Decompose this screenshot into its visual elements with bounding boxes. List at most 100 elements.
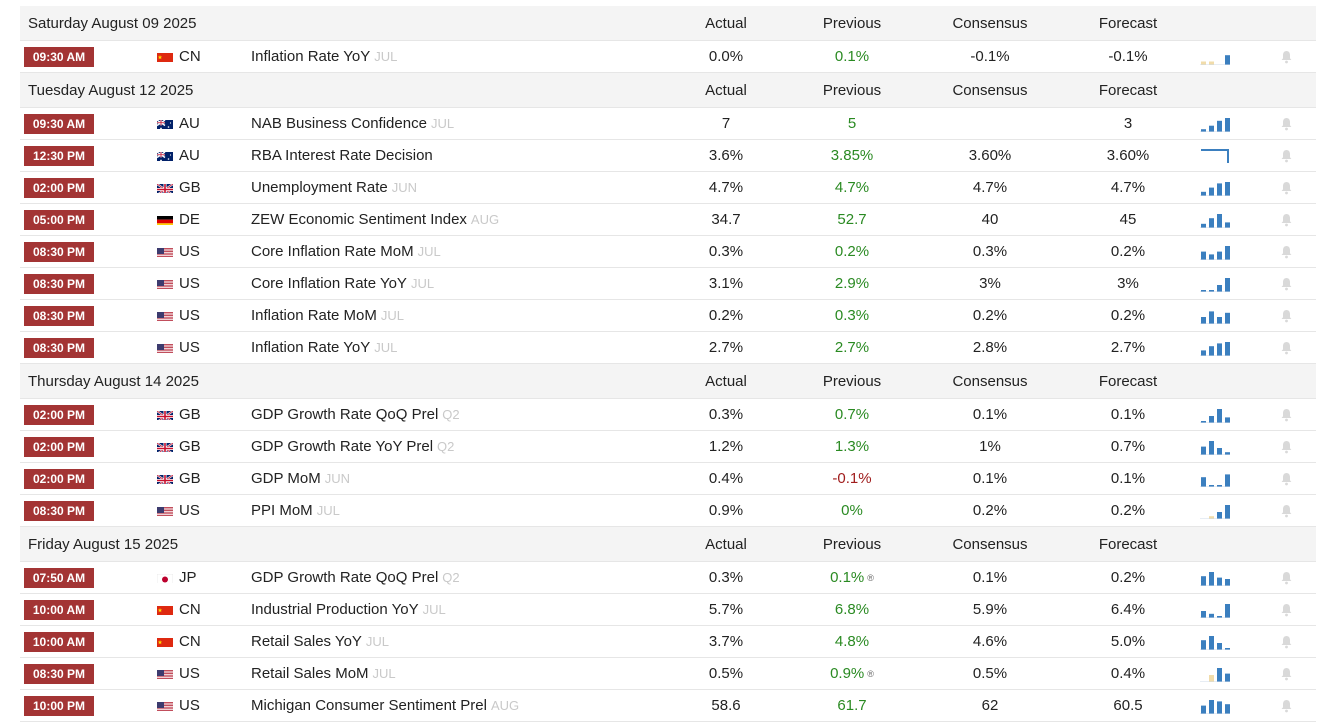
event-name[interactable]: RBA Interest Rate Decision xyxy=(251,147,433,164)
event-row[interactable]: 05:00 PM DE ZEW Economic Sentiment Index… xyxy=(20,204,1316,236)
event-name-cell[interactable]: PPI MoM JUL xyxy=(251,495,340,526)
event-name-cell[interactable]: GDP Growth Rate YoY Prel Q2 xyxy=(251,431,454,462)
bell-icon[interactable] xyxy=(1280,463,1296,494)
bell-icon[interactable] xyxy=(1280,41,1296,72)
event-name[interactable]: Inflation Rate MoM xyxy=(251,307,377,324)
event-name[interactable]: Core Inflation Rate YoY xyxy=(251,275,407,292)
spark-bar xyxy=(1217,120,1222,132)
event-name[interactable]: NAB Business Confidence xyxy=(251,115,427,132)
bell-icon[interactable] xyxy=(1280,626,1296,657)
event-name[interactable]: GDP Growth Rate QoQ Prel xyxy=(251,406,439,423)
event-row[interactable]: 02:00 PM GB GDP Growth Rate QoQ Prel Q2 0… xyxy=(20,399,1316,431)
spark-bar xyxy=(1225,703,1230,714)
event-row[interactable]: 02:00 PM GB Unemployment Rate JUN 4.7% 4.… xyxy=(20,172,1316,204)
event-row[interactable]: 02:00 PM GB GDP Growth Rate YoY Prel Q2 1… xyxy=(20,431,1316,463)
event-name[interactable]: Core Inflation Rate MoM xyxy=(251,243,414,260)
bell-icon[interactable] xyxy=(1280,431,1296,462)
sparkline-chart[interactable] xyxy=(1200,399,1234,430)
event-name-cell[interactable]: Retail Sales YoY JUL xyxy=(251,626,389,657)
event-name-cell[interactable]: ZEW Economic Sentiment Index AUG xyxy=(251,204,499,235)
event-name-cell[interactable]: Michigan Consumer Sentiment Prel AUG xyxy=(251,690,519,721)
event-name[interactable]: Inflation Rate YoY xyxy=(251,339,371,356)
event-name[interactable]: Retail Sales YoY xyxy=(251,633,362,650)
sparkline-chart[interactable] xyxy=(1200,332,1234,363)
event-row[interactable]: 08:30 PM US Core Inflation Rate MoM JUL 0… xyxy=(20,236,1316,268)
bell-icon[interactable] xyxy=(1280,562,1296,593)
sparkline-chart[interactable] xyxy=(1200,658,1234,689)
country-cell: US xyxy=(157,268,200,299)
event-name-cell[interactable]: RBA Interest Rate Decision xyxy=(251,140,433,171)
flag-icon xyxy=(157,182,173,193)
sparkline-chart[interactable] xyxy=(1200,495,1234,526)
event-row[interactable]: 08:30 PM US Inflation Rate MoM JUL 0.2% 0… xyxy=(20,300,1316,332)
bell-icon[interactable] xyxy=(1280,236,1296,267)
event-row[interactable]: 08:30 PM US PPI MoM JUL 0.9% 0% 0.2% 0.2% xyxy=(20,495,1316,527)
event-name-cell[interactable]: NAB Business Confidence JUL xyxy=(251,108,454,139)
bell-icon[interactable] xyxy=(1280,594,1296,625)
date-header: Saturday August 09 2025 Actual Previous … xyxy=(20,6,1316,41)
sparkline-chart[interactable] xyxy=(1200,690,1234,721)
bell-icon[interactable] xyxy=(1280,399,1296,430)
sparkline-chart[interactable] xyxy=(1200,626,1234,657)
event-name-cell[interactable]: GDP MoM JUN xyxy=(251,463,350,494)
bell-icon[interactable] xyxy=(1280,300,1296,331)
event-row[interactable]: 07:50 AM JP GDP Growth Rate QoQ Prel Q2 0… xyxy=(20,562,1316,594)
sparkline-chart[interactable] xyxy=(1200,108,1234,139)
event-row[interactable]: 10:00 AM CN Retail Sales YoY JUL 3.7% 4.8… xyxy=(20,626,1316,658)
actual-value: 5.7% xyxy=(708,601,744,618)
event-name[interactable]: GDP Growth Rate YoY Prel xyxy=(251,438,434,455)
event-name-cell[interactable]: Inflation Rate MoM JUL xyxy=(251,300,404,331)
sparkline-chart[interactable] xyxy=(1200,204,1234,235)
event-name[interactable]: Michigan Consumer Sentiment Prel xyxy=(251,697,487,714)
event-name[interactable]: PPI MoM xyxy=(251,502,313,519)
bell-icon[interactable] xyxy=(1280,268,1296,299)
sparkline-chart[interactable] xyxy=(1200,172,1234,203)
bell-icon[interactable] xyxy=(1280,332,1296,363)
event-row[interactable]: 09:30 AM CN Inflation Rate YoY JUL 0.0% 0… xyxy=(20,41,1316,73)
sparkline-chart[interactable] xyxy=(1200,300,1234,331)
event-row[interactable]: 08:30 PM US Inflation Rate YoY JUL 2.7% 2… xyxy=(20,332,1316,364)
event-row[interactable]: 12:30 PM AU RBA Interest Rate Decision 3… xyxy=(20,140,1316,172)
bell-icon[interactable] xyxy=(1280,140,1296,171)
sparkline-chart[interactable] xyxy=(1200,562,1234,593)
sparkline-chart[interactable] xyxy=(1200,140,1234,171)
forecast-header: Forecast xyxy=(1098,535,1158,553)
event-name[interactable]: Industrial Production YoY xyxy=(251,601,419,618)
event-row[interactable]: 08:30 PM US Retail Sales MoM JUL 0.5% 0.9… xyxy=(20,658,1316,690)
bell-icon[interactable] xyxy=(1280,108,1296,139)
bell-icon[interactable] xyxy=(1280,204,1296,235)
event-time: 12:30 PM xyxy=(24,140,94,171)
event-row[interactable]: 10:00 PM US Michigan Consumer Sentiment … xyxy=(20,690,1316,722)
event-name[interactable]: GDP MoM xyxy=(251,470,321,487)
sparkline-chart[interactable] xyxy=(1200,463,1234,494)
event-row[interactable]: 09:30 AM AU NAB Business Confidence JUL 7… xyxy=(20,108,1316,140)
event-name[interactable]: Unemployment Rate xyxy=(251,179,388,196)
bell-icon[interactable] xyxy=(1280,658,1296,689)
sparkline-chart[interactable] xyxy=(1200,236,1234,267)
sparkline-chart[interactable] xyxy=(1200,594,1234,625)
event-name-cell[interactable]: Retail Sales MoM JUL xyxy=(251,658,396,689)
sparkline-chart[interactable] xyxy=(1200,41,1234,72)
event-name-cell[interactable]: Inflation Rate YoY JUL xyxy=(251,332,397,363)
event-name[interactable]: Retail Sales MoM xyxy=(251,665,369,682)
event-name[interactable]: Inflation Rate YoY xyxy=(251,48,371,65)
event-row[interactable]: 08:30 PM US Core Inflation Rate YoY JUL 3… xyxy=(20,268,1316,300)
event-name-cell[interactable]: GDP Growth Rate QoQ Prel Q2 xyxy=(251,399,460,430)
forecast-value: 0.4% xyxy=(1110,665,1146,682)
event-row[interactable]: 10:00 AM CN Industrial Production YoY JUL… xyxy=(20,594,1316,626)
event-row[interactable]: 02:00 PM GB GDP MoM JUN 0.4% -0.1% 0.1% 0… xyxy=(20,463,1316,495)
spark-bar xyxy=(1217,615,1222,618)
sparkline-chart[interactable] xyxy=(1200,431,1234,462)
event-name[interactable]: GDP Growth Rate QoQ Prel xyxy=(251,569,439,586)
event-name-cell[interactable]: Core Inflation Rate YoY JUL xyxy=(251,268,434,299)
event-name[interactable]: ZEW Economic Sentiment Index xyxy=(251,211,467,228)
event-name-cell[interactable]: GDP Growth Rate QoQ Prel Q2 xyxy=(251,562,460,593)
sparkline-chart[interactable] xyxy=(1200,268,1234,299)
bell-icon[interactable] xyxy=(1280,690,1296,721)
bell-icon[interactable] xyxy=(1280,495,1296,526)
event-name-cell[interactable]: Core Inflation Rate MoM JUL xyxy=(251,236,441,267)
event-name-cell[interactable]: Unemployment Rate JUN xyxy=(251,172,417,203)
event-name-cell[interactable]: Industrial Production YoY JUL xyxy=(251,594,446,625)
bell-icon[interactable] xyxy=(1280,172,1296,203)
event-name-cell[interactable]: Inflation Rate YoY JUL xyxy=(251,41,397,72)
